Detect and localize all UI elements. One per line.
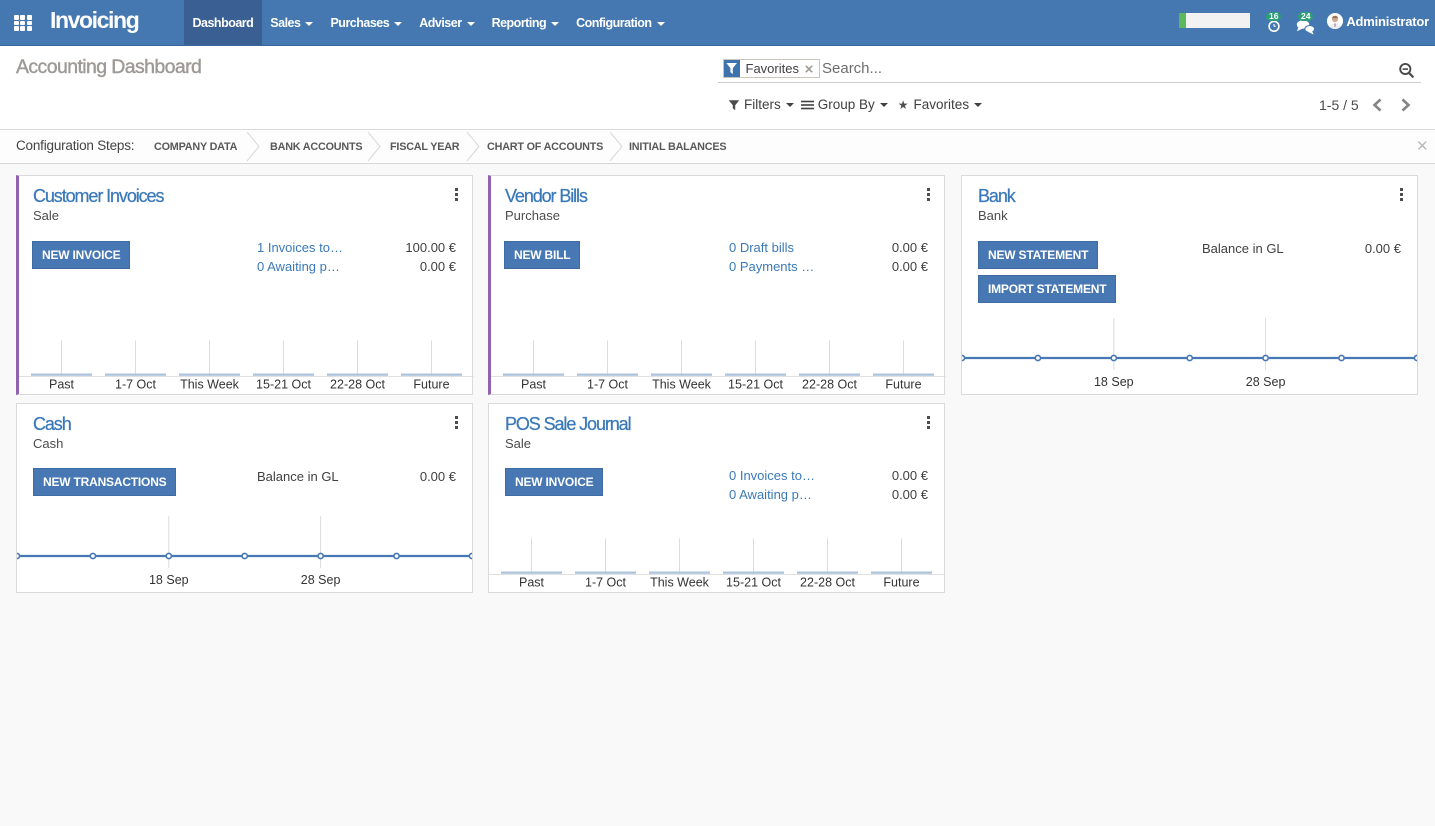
svg-text:Future: Future: [883, 576, 919, 590]
svg-text:This Week: This Week: [652, 378, 712, 392]
svg-text:1-7 Oct: 1-7 Oct: [115, 378, 157, 392]
svg-text:18 Sep: 18 Sep: [1094, 375, 1134, 389]
svg-text:28 Sep: 28 Sep: [1246, 375, 1286, 389]
svg-text:1-7 Oct: 1-7 Oct: [585, 576, 627, 590]
svg-text:22-28 Oct: 22-28 Oct: [800, 576, 855, 590]
svg-text:22-28 Oct: 22-28 Oct: [330, 378, 385, 392]
svg-text:15-21 Oct: 15-21 Oct: [256, 378, 311, 392]
svg-text:15-21 Oct: 15-21 Oct: [728, 378, 783, 392]
svg-text:18 Sep: 18 Sep: [149, 573, 189, 587]
svg-text:22-28 Oct: 22-28 Oct: [802, 378, 857, 392]
svg-text:Past: Past: [49, 378, 75, 392]
svg-text:Future: Future: [413, 378, 449, 392]
svg-text:1-7 Oct: 1-7 Oct: [587, 378, 629, 392]
svg-text:Past: Past: [519, 576, 545, 590]
svg-text:15-21 Oct: 15-21 Oct: [726, 576, 781, 590]
svg-text:28 Sep: 28 Sep: [301, 573, 341, 587]
svg-text:This Week: This Week: [180, 378, 240, 392]
svg-text:Past: Past: [521, 378, 547, 392]
svg-text:This Week: This Week: [650, 576, 710, 590]
svg-text:Future: Future: [885, 378, 921, 392]
